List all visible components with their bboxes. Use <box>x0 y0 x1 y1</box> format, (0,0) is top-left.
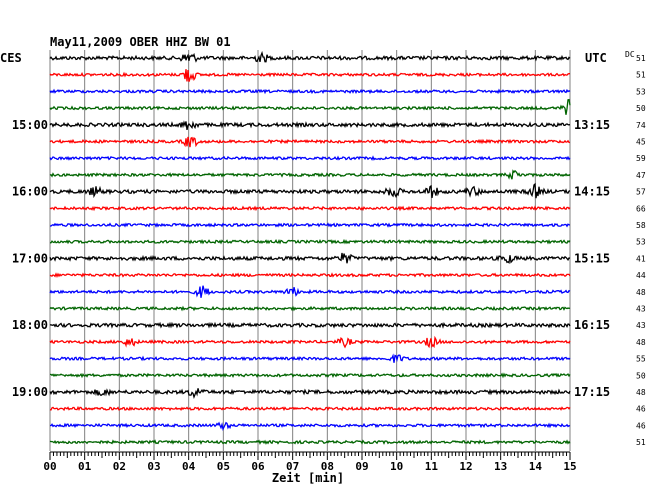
dc-value: 50 <box>636 104 646 113</box>
trace-22 <box>49 421 571 432</box>
left-hour-label: 16:00 <box>12 185 48 199</box>
dc-value: 53 <box>636 87 646 96</box>
trace-21 <box>49 405 571 412</box>
x-tick-label: 07 <box>286 460 299 473</box>
trace-7 <box>49 169 571 180</box>
left-axis-label: CES <box>0 51 22 65</box>
trace-0 <box>49 50 571 63</box>
dc-value: 66 <box>636 204 646 213</box>
trace-10 <box>50 222 570 228</box>
x-tick-label: 01 <box>78 460 92 473</box>
right-hour-label: 14:15 <box>574 185 610 199</box>
dc-value: 47 <box>636 171 646 180</box>
trace-3 <box>49 98 571 115</box>
dc-value: 41 <box>636 254 646 263</box>
trace-23 <box>49 439 571 445</box>
trace-5 <box>49 136 571 148</box>
dc-value: 58 <box>636 221 646 230</box>
dc-value: 48 <box>636 338 646 347</box>
right-hour-label: 15:15 <box>574 251 610 265</box>
left-hour-label: 15:00 <box>12 118 48 132</box>
grid-lines <box>49 50 571 451</box>
trace-16 <box>49 321 571 329</box>
dc-value: 51 <box>636 54 646 63</box>
x-tick-label: 14 <box>529 460 543 473</box>
dc-value: 43 <box>636 305 646 314</box>
time-labels: 15:00 16:00 17:00 18:00 19:00 13:15 14:15 15:15… <box>12 118 610 399</box>
right-hour-label: 13:15 <box>574 118 610 132</box>
trace-9 <box>49 205 571 212</box>
dc-label: DC <box>625 50 635 59</box>
x-tick-label: 13 <box>494 460 507 473</box>
dc-value: 55 <box>636 355 646 364</box>
x-axis-label: Zeit [min] <box>272 471 344 485</box>
x-tick-label: 03 <box>147 460 160 473</box>
trace-1 <box>49 69 571 82</box>
x-axis: 00 01 02 03 04 05 06 07 08 09 10 11 12 13 14 15 <box>43 451 577 473</box>
trace-13 <box>49 272 571 278</box>
trace-6 <box>49 155 571 161</box>
trace-8 <box>49 182 571 199</box>
x-tick-label: 02 <box>113 460 126 473</box>
x-tick-label: 10 <box>390 460 403 473</box>
dc-value: 53 <box>636 238 646 247</box>
left-hour-label: 19:00 <box>12 385 48 399</box>
dc-value: 59 <box>636 154 646 163</box>
x-tick-label: 09 <box>355 460 368 473</box>
dc-value: 48 <box>636 388 646 397</box>
x-tick-label: 05 <box>217 460 230 473</box>
dc-value: 46 <box>636 405 646 414</box>
trace-19 <box>49 372 571 379</box>
trace-15 <box>49 305 571 312</box>
left-hour-label: 17:00 <box>12 251 48 265</box>
x-tick-label: 04 <box>182 460 196 473</box>
x-tick-label: 08 <box>321 460 334 473</box>
right-hour-label: 16:15 <box>574 318 610 332</box>
dc-value: 46 <box>636 421 646 430</box>
dc-value: 51 <box>636 438 646 447</box>
x-tick-label: 11 <box>425 460 439 473</box>
dc-value: 43 <box>636 321 646 330</box>
x-tick-label: 00 <box>43 460 56 473</box>
x-tick-label: 12 <box>459 460 472 473</box>
trace-17 <box>49 335 571 349</box>
x-tick-label: 06 <box>251 460 265 473</box>
dc-value: 48 <box>636 288 646 297</box>
left-hour-label: 18:00 <box>12 318 48 332</box>
trace-14 <box>49 285 571 298</box>
dc-value: 44 <box>636 271 646 280</box>
trace-20 <box>49 388 571 400</box>
x-tick-label: 15 <box>563 460 576 473</box>
trace-11 <box>49 238 571 245</box>
dc-value: 57 <box>636 188 646 197</box>
trace-18 <box>49 353 571 363</box>
trace-12 <box>49 252 571 265</box>
seismic-traces: 51 51 53 50 74 45 59 47 57 66 58 53 41 44 48 43 43 48 55 50… <box>49 50 646 447</box>
dc-value: 50 <box>636 371 646 380</box>
trace-4 <box>49 120 571 131</box>
dc-value: 74 <box>636 121 646 130</box>
chart-title: May11,2009 OBER HHZ BW 01 <box>50 35 231 49</box>
trace-2 <box>49 88 571 95</box>
dc-value: 51 <box>636 71 646 80</box>
dc-value: 45 <box>636 138 646 147</box>
right-axis-label: UTC <box>585 51 607 65</box>
right-hour-label: 17:15 <box>574 385 610 399</box>
